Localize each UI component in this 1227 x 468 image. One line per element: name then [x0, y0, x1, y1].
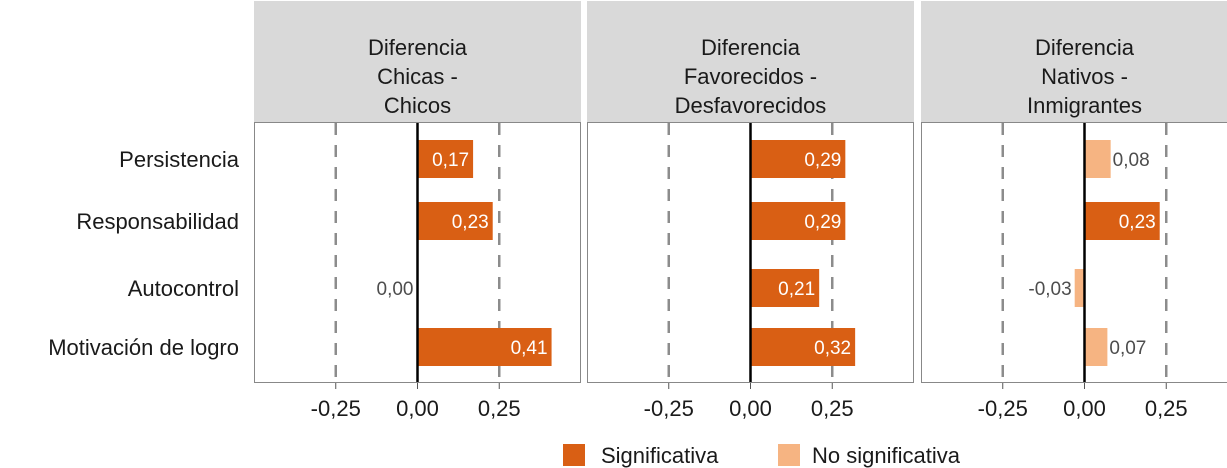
panel-frame: [921, 122, 1227, 383]
bar: [750, 269, 820, 307]
tick-label: -0,25: [644, 396, 694, 421]
tick-label: 0,25: [1145, 396, 1188, 421]
bar: [1074, 269, 1085, 307]
panel-strip: [587, 1, 914, 122]
tick-label: 0,25: [811, 396, 854, 421]
panel-title-line: Chicas -: [377, 64, 458, 89]
bar: [417, 202, 493, 240]
panel-title-line: Diferencia: [1035, 35, 1135, 60]
bar: [750, 140, 846, 178]
value-label: 0,08: [1113, 150, 1150, 171]
value-label: 0,21: [778, 279, 815, 300]
panel-title-line: Diferencia: [368, 35, 468, 60]
value-label: 0,17: [432, 150, 469, 171]
value-label: 0,29: [804, 212, 841, 233]
tick-label: 0,25: [478, 396, 521, 421]
panel-title-line: Nativos -: [1041, 64, 1128, 89]
bar: [417, 140, 474, 178]
category-label: Persistencia: [119, 147, 240, 172]
value-label: 0,07: [1109, 338, 1146, 359]
value-label: 0,29: [804, 150, 841, 171]
panel-title-line: Favorecidos -: [684, 64, 817, 89]
tick-label: 0,00: [729, 396, 772, 421]
value-label: 0,23: [1119, 212, 1156, 233]
bar: [1084, 140, 1111, 178]
legend-swatch: [563, 444, 585, 466]
panel-title-line: Diferencia: [701, 35, 801, 60]
panel-title-line: Desfavorecidos: [675, 93, 827, 118]
panel-title-line: Inmigrantes: [1027, 93, 1142, 118]
tick-label: -0,25: [978, 396, 1028, 421]
value-label: 0,23: [452, 212, 489, 233]
legend-label: Significativa: [601, 443, 719, 468]
legend-label: No significativa: [812, 443, 961, 468]
bar: [750, 202, 846, 240]
value-label: 0,41: [511, 338, 548, 359]
panel-strip: [254, 1, 581, 122]
value-label: 0,00: [377, 279, 414, 300]
panel-title-line: Chicos: [384, 93, 451, 118]
value-label: 0,32: [814, 338, 851, 359]
bar: [1084, 328, 1108, 366]
legend-swatch: [778, 444, 800, 466]
category-label: Autocontrol: [128, 276, 239, 301]
tick-label: 0,00: [1063, 396, 1106, 421]
panel-strip: [921, 1, 1227, 122]
bar: [750, 328, 856, 366]
bar: [417, 328, 552, 366]
bar: [1084, 202, 1160, 240]
category-label: Responsabilidad: [76, 209, 239, 234]
tick-label: 0,00: [396, 396, 439, 421]
tick-label: -0,25: [311, 396, 361, 421]
value-label: -0,03: [1028, 279, 1071, 300]
category-label: Motivación de logro: [48, 335, 239, 360]
